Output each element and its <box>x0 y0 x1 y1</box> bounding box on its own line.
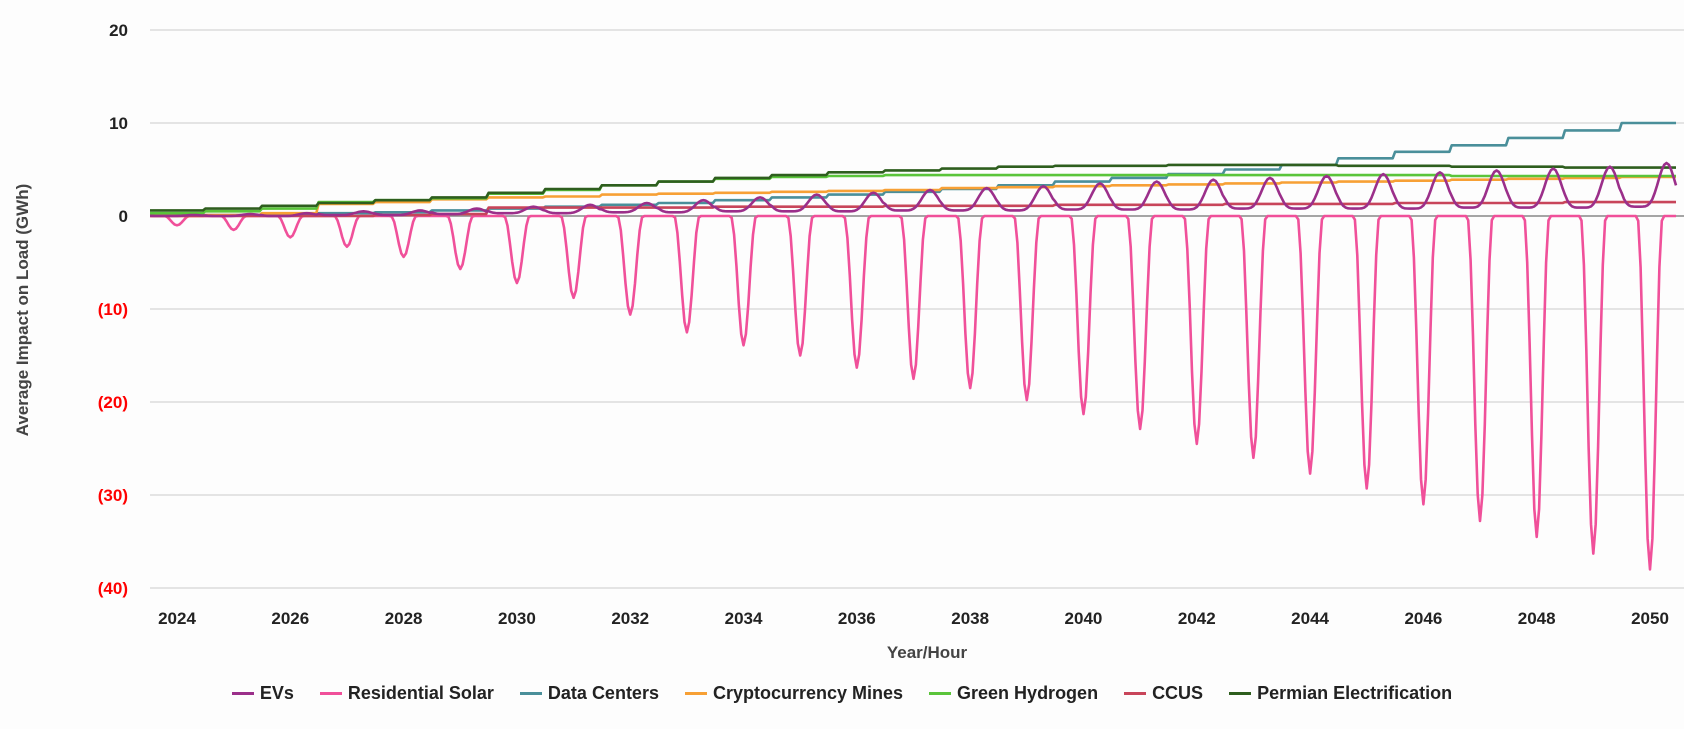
y-tick-label: (40) <box>98 579 128 598</box>
legend-item-permian-electrification: Permian Electrification <box>1229 683 1452 704</box>
legend-swatch <box>231 692 254 695</box>
x-tick-label: 2032 <box>611 609 649 628</box>
legend-label: EVs <box>259 683 294 703</box>
x-tick-label: 2026 <box>271 609 309 628</box>
x-tick-label: 2034 <box>725 609 763 628</box>
legend-label: Green Hydrogen <box>957 683 1099 703</box>
legend-label: Data Centers <box>547 683 659 703</box>
series-line-evs <box>150 161 1678 218</box>
legend-swatch <box>319 692 342 695</box>
x-tick-label: 2048 <box>1518 609 1556 628</box>
legend-swatch <box>684 692 707 695</box>
y-tick-label: 0 <box>119 207 128 226</box>
legend-item-cryptocurrency-mines: Cryptocurrency Mines <box>684 683 904 704</box>
x-tick-label: 2044 <box>1291 609 1329 628</box>
legend-item-green-hydrogen: Green Hydrogen <box>929 683 1098 704</box>
y-tick-label: (10) <box>98 300 128 319</box>
legend-swatch <box>929 692 952 695</box>
x-tick-label: 2050 <box>1631 609 1669 628</box>
gridlines <box>150 29 1684 589</box>
x-tick-label: 2028 <box>385 609 423 628</box>
x-tick-label: 2042 <box>1178 609 1216 628</box>
x-tick-label: 2040 <box>1065 609 1103 628</box>
legend-item-ccus: CCUS <box>1124 683 1203 704</box>
series-lines <box>150 121 1678 571</box>
series-line-permian-electrification <box>150 163 1676 212</box>
x-tick-label: 2024 <box>158 609 196 628</box>
legend-swatch <box>519 692 542 695</box>
legend-swatch <box>1229 692 1252 695</box>
x-tick-label: 2046 <box>1404 609 1442 628</box>
legend-label: Permian Electrification <box>1257 683 1453 703</box>
y-axis-ticks: 20 10 0 (10) (20) (30) (40) <box>98 21 128 598</box>
y-tick-label: 20 <box>109 21 128 40</box>
x-tick-label: 2036 <box>838 609 876 628</box>
y-axis-label: Average Impact on Load (GWh) <box>13 184 32 437</box>
x-axis-ticks: 2024 2026 2028 2030 2032 2034 2036 2038 2040 2042… <box>158 609 1669 628</box>
x-axis-label: Year/Hour <box>887 643 968 662</box>
y-tick-label: 10 <box>109 114 128 133</box>
y-tick-label: (30) <box>98 486 128 505</box>
chart-legend: EVs Residential Solar Data Centers Cryptocu… <box>0 683 1684 704</box>
y-tick-label: (20) <box>98 393 128 412</box>
legend-item-residential-solar: Residential Solar <box>319 683 494 704</box>
legend-swatch <box>1124 692 1147 695</box>
legend-label: CCUS <box>1152 683 1204 703</box>
legend-item-data-centers: Data Centers <box>519 683 659 704</box>
series-line-data-centers <box>150 121 1676 217</box>
legend-item-evs: EVs <box>231 683 294 704</box>
series-line-residential-solar <box>150 214 1676 571</box>
legend-label: Residential Solar <box>347 683 494 703</box>
x-tick-label: 2038 <box>951 609 989 628</box>
legend-label: Cryptocurrency Mines <box>712 683 904 703</box>
x-tick-label: 2030 <box>498 609 536 628</box>
series-line-cryptocurrency-mines <box>150 175 1676 218</box>
